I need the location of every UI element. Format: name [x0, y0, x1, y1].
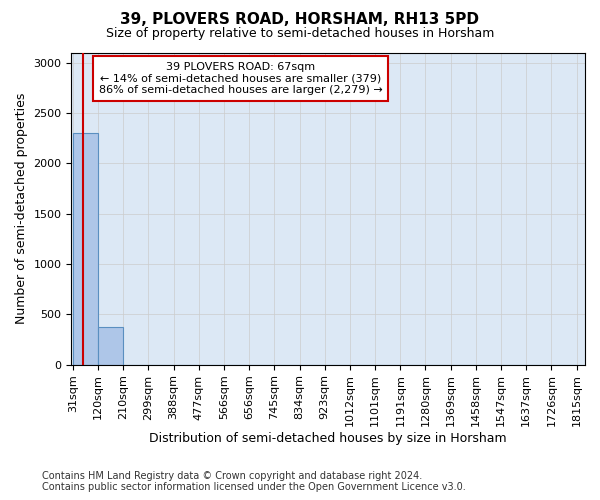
Text: 39, PLOVERS ROAD, HORSHAM, RH13 5PD: 39, PLOVERS ROAD, HORSHAM, RH13 5PD	[121, 12, 479, 28]
Text: Size of property relative to semi-detached houses in Horsham: Size of property relative to semi-detach…	[106, 28, 494, 40]
Text: 39 PLOVERS ROAD: 67sqm
← 14% of semi-detached houses are smaller (379)
86% of se: 39 PLOVERS ROAD: 67sqm ← 14% of semi-det…	[99, 62, 383, 95]
Y-axis label: Number of semi-detached properties: Number of semi-detached properties	[15, 93, 28, 324]
Text: Contains HM Land Registry data © Crown copyright and database right 2024.
Contai: Contains HM Land Registry data © Crown c…	[42, 471, 466, 492]
Bar	[98, 326, 124, 364]
X-axis label: Distribution of semi-detached houses by size in Horsham: Distribution of semi-detached houses by …	[149, 432, 507, 445]
Bar	[73, 133, 98, 364]
